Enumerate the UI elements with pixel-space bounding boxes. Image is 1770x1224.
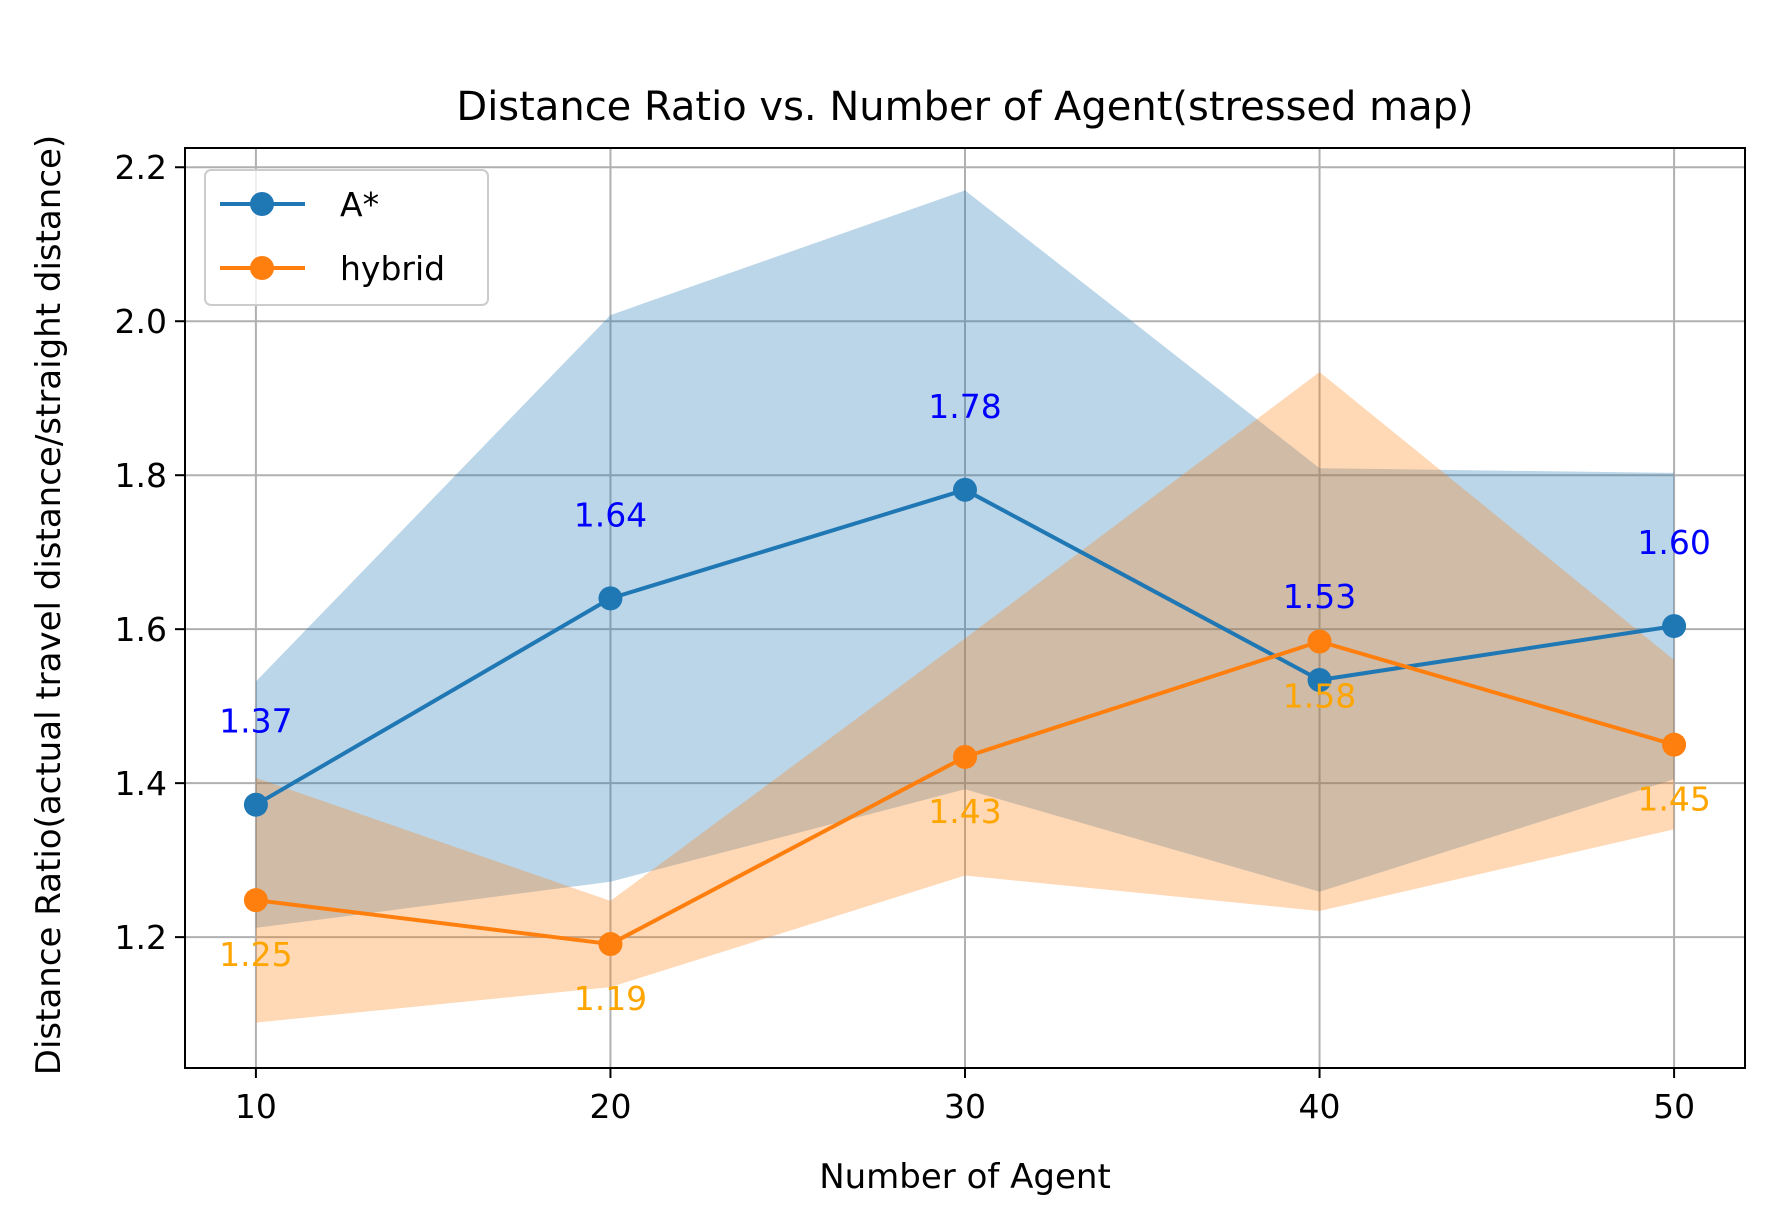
hybrid-point	[243, 888, 268, 913]
hybrid-point	[1662, 732, 1687, 757]
hybrid-point	[1307, 629, 1332, 654]
astar-data-label: 1.78	[928, 387, 1001, 426]
chart-title: Distance Ratio vs. Number of Agent(stres…	[456, 84, 1473, 130]
hybrid-band	[255, 372, 1675, 1023]
hybrid-data-label: 1.19	[574, 979, 647, 1018]
x-axis-label: Number of Agent	[819, 1157, 1111, 1197]
axis-ticks: 10 20 30 40 50 1.2 1.4 1.6 1.8 2.0 2.2	[115, 148, 1696, 1126]
x-tick-label: 50	[1653, 1087, 1695, 1126]
legend: A* hybrid	[204, 169, 489, 306]
astar-point	[598, 586, 623, 611]
x-tick-label: 40	[1299, 1087, 1341, 1126]
astar-data-label: 1.37	[219, 702, 292, 741]
y-tick-label: 1.8	[115, 456, 167, 495]
y-tick-label: 2.2	[115, 148, 167, 187]
y-tick-label: 2.0	[115, 302, 167, 341]
astar-point	[953, 477, 977, 502]
legend-astar-marker	[250, 192, 274, 216]
hybrid-data-label: 1.45	[1637, 780, 1710, 819]
astar-data-label: 1.53	[1283, 577, 1356, 616]
y-tick-label: 1.6	[115, 610, 167, 649]
hybrid-data-label: 1.43	[928, 792, 1001, 831]
astar-point	[243, 792, 268, 817]
legend-astar-label: A*	[340, 185, 379, 224]
x-tick-label: 20	[589, 1087, 631, 1126]
x-tick-label: 10	[235, 1087, 277, 1126]
y-axis-label: Distance Ratio(actual travel distance/st…	[29, 135, 69, 1075]
y-tick-label: 1.4	[115, 764, 167, 803]
grid-lines	[185, 148, 1745, 1068]
y-tick-label: 1.2	[115, 918, 167, 957]
legend-hybrid-label: hybrid	[340, 249, 445, 288]
hybrid-point	[598, 932, 623, 957]
hybrid-point	[953, 744, 977, 769]
astar-point	[1662, 614, 1687, 639]
data-points	[243, 477, 1687, 957]
astar-point	[1307, 667, 1332, 692]
legend-hybrid-marker	[250, 256, 274, 280]
confidence-bands	[255, 190, 1675, 1023]
data-labels: 1.37 1.64 1.78 1.53 1.60 1.25 1.19 1.43 1.58 1.45	[219, 387, 1711, 1018]
astar-data-label: 1.64	[574, 495, 647, 534]
astar-band	[255, 190, 1675, 928]
astar-data-label: 1.60	[1637, 523, 1710, 562]
hybrid-data-label: 1.58	[1283, 676, 1356, 715]
x-tick-label: 30	[944, 1087, 986, 1126]
hybrid-data-label: 1.25	[219, 935, 292, 974]
